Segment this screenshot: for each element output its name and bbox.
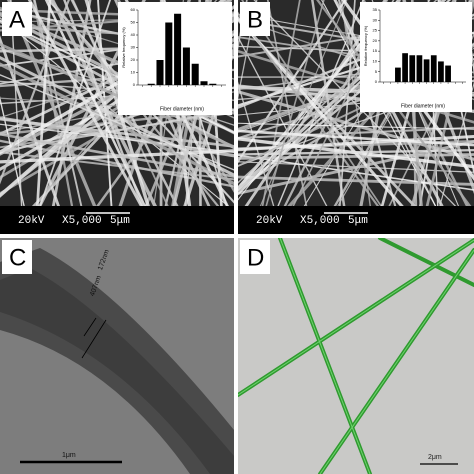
fiber <box>0 132 234 178</box>
label-box <box>2 240 32 274</box>
bar <box>409 55 416 82</box>
bar <box>430 55 437 82</box>
label-box <box>240 240 270 274</box>
dimension-line <box>83 317 97 337</box>
y-tick-label: 15 <box>373 48 378 53</box>
fiber <box>266 0 308 206</box>
histogram: 0 10 20 30 40 50 60 Fiber diameter (nm) Relative… <box>121 7 226 112</box>
label-box <box>2 2 32 36</box>
y-tick-label: 60 <box>131 7 136 12</box>
fiber <box>238 122 474 130</box>
tem-image <box>0 238 234 474</box>
y-axis-label: Relative frequency (%) <box>121 27 126 68</box>
magnification: X5,000 <box>62 215 102 227</box>
fiber <box>238 134 474 152</box>
bar <box>191 63 199 85</box>
fiber <box>238 81 275 206</box>
bar <box>174 13 182 85</box>
fiber <box>39 0 112 206</box>
bar <box>147 83 155 85</box>
y-tick-label: 40 <box>131 32 136 37</box>
info-bar <box>0 206 234 234</box>
bar <box>416 55 423 82</box>
fiber <box>253 0 457 206</box>
fiber <box>63 0 144 206</box>
y-tick-label: 30 <box>131 45 136 50</box>
panel-label: D <box>247 244 264 271</box>
y-tick-label: 25 <box>373 28 378 33</box>
fiber <box>238 35 328 206</box>
fiber <box>0 74 234 171</box>
fiber <box>36 0 52 206</box>
dimension-line <box>81 319 107 359</box>
bar <box>156 60 164 85</box>
fiber <box>97 0 113 206</box>
fiber <box>84 0 150 206</box>
bar <box>200 81 208 85</box>
y-tick-label: 5 <box>375 69 378 74</box>
fiber-highlight <box>279 238 371 474</box>
y-tick-label: 20 <box>373 38 378 43</box>
y-tick-label: 0 <box>375 79 378 84</box>
fiber <box>0 95 25 206</box>
bar <box>423 59 430 82</box>
label-box <box>240 2 270 36</box>
fiber <box>27 0 144 206</box>
x-axis-label: Fiber diameter (nm) <box>160 106 204 112</box>
scale-length: 1μm <box>62 452 76 459</box>
green-fibers <box>238 238 474 474</box>
scale-length: 5μm <box>110 215 130 227</box>
fiber <box>238 90 474 161</box>
y-tick-label: 10 <box>373 58 378 63</box>
fiber-highlight <box>238 239 474 396</box>
fiber-core <box>0 268 234 474</box>
bar <box>445 65 451 82</box>
magnification: X5,000 <box>300 215 340 227</box>
bar <box>395 67 401 82</box>
panel-label: B <box>247 6 263 33</box>
fiber <box>0 42 234 149</box>
bar <box>438 61 444 82</box>
fiber <box>238 129 474 147</box>
fiber <box>261 0 301 206</box>
y-tick-label: 20 <box>131 57 136 62</box>
info-bar <box>238 206 474 234</box>
fiber <box>0 35 60 206</box>
scale-length: 5μm <box>348 215 368 227</box>
bar <box>209 83 217 85</box>
bar <box>402 53 408 82</box>
panel-label: C <box>9 244 26 271</box>
scale-length: 2μm <box>428 454 442 461</box>
y-tick-label: 50 <box>131 20 136 25</box>
fiber <box>378 238 474 287</box>
voltage: 20kV <box>18 215 45 227</box>
voltage: 20kV <box>256 215 283 227</box>
fiber <box>0 151 234 181</box>
y-tick-label: 35 <box>373 7 378 12</box>
y-axis-label: Relative frequency (%) <box>363 25 368 66</box>
fiber <box>0 0 70 185</box>
fiber <box>0 56 234 177</box>
fiber <box>265 0 325 206</box>
y-tick-label: 0 <box>133 82 136 87</box>
y-tick-label: 30 <box>373 17 378 22</box>
histogram: 0 5 10 15 20 25 30 35 Fiber diameter (nm) Relativ… <box>363 7 466 109</box>
fiber <box>339 0 356 206</box>
bar <box>182 47 190 85</box>
panel-label: A <box>9 6 25 33</box>
y-tick-label: 10 <box>131 70 136 75</box>
fiber-highlight <box>319 249 474 474</box>
x-axis-label: Fiber diameter (nm) <box>401 103 445 109</box>
bar <box>165 22 173 85</box>
